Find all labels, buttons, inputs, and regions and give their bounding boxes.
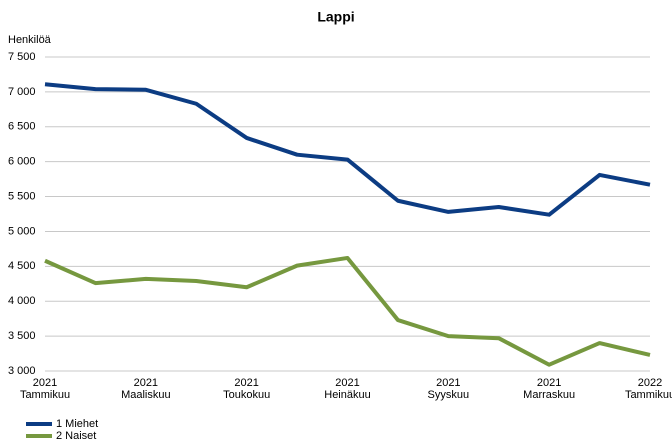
y-axis-label: Henkilöä <box>8 34 52 46</box>
y-tick-label: 3 500 <box>8 330 36 342</box>
x-tick-label: 2021 Marraskuu <box>523 377 576 401</box>
legend-label: 2 Naiset <box>56 430 96 442</box>
x-tick-label: 2022 Tammikuu <box>624 377 672 401</box>
series-line <box>44 255 651 367</box>
y-tick-label: 4 000 <box>8 295 36 307</box>
y-tick-label: 5 000 <box>8 225 36 237</box>
legend-label: 1 Miehet <box>56 418 98 430</box>
y-tick-label: 6 000 <box>8 156 36 168</box>
series-line <box>44 82 651 217</box>
y-tick-label: 5 500 <box>8 190 36 202</box>
y-tick-label: 7 000 <box>8 86 36 98</box>
x-tick-label: 2021 Heinäkuu <box>324 377 371 401</box>
x-tick-label: 2021 Tammikuu <box>19 377 71 401</box>
y-tick-label: 4 500 <box>8 260 36 272</box>
y-tick-label: 3 000 <box>8 365 36 377</box>
chart-title: Lappi <box>317 9 354 25</box>
x-tick-label: 2021 Toukokuu <box>223 377 271 401</box>
y-tick-label: 7 500 <box>8 51 36 63</box>
x-tick-label: 2021 Maaliskuu <box>121 377 171 401</box>
x-tick-label: 2021 Syyskuu <box>427 377 470 401</box>
y-tick-label: 6 500 <box>8 121 36 133</box>
